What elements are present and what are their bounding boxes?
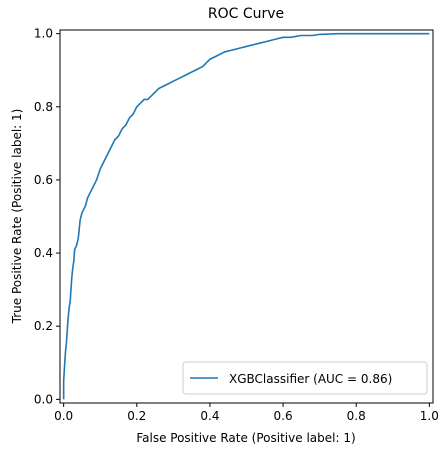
y-tick-label: 0.4 [34, 246, 53, 260]
series-line-0 [62, 32, 430, 400]
legend-box [182, 361, 428, 395]
x-axis-ticks: 0.0 0.2 0.4 0.6 0.8 1.0 [54, 403, 439, 423]
y-axis-ticks: 0.0 0.2 0.4 0.6 0.8 1.0 [34, 27, 60, 406]
axes-frame [59, 29, 434, 404]
x-tick-label: 0.4 [200, 409, 219, 423]
plot-area [59, 29, 434, 404]
x-tick-label: 0.0 [54, 409, 73, 423]
y-axis-label: True Positive Rate (Positive label: 1) [10, 109, 24, 325]
y-tick-label: 0.8 [34, 100, 53, 114]
x-axis-label: False Positive Rate (Positive label: 1) [136, 431, 355, 445]
y-tick-label: 0.0 [34, 392, 53, 406]
chart-title: ROC Curve [208, 6, 284, 22]
x-tick-label: 0.6 [274, 409, 293, 423]
legend-entry-label: XGBClassifier (AUC = 0.86) [229, 372, 392, 386]
y-tick-label: 0.6 [34, 173, 53, 187]
series-layer [62, 32, 430, 400]
y-tick-label: 0.2 [34, 319, 53, 333]
legend: XGBClassifier (AUC = 0.86) [182, 361, 428, 395]
x-tick-label: 0.8 [347, 409, 366, 423]
y-tick-label: 1.0 [34, 27, 53, 41]
x-tick-label: 1.0 [420, 409, 439, 423]
x-tick-label: 0.2 [127, 409, 146, 423]
